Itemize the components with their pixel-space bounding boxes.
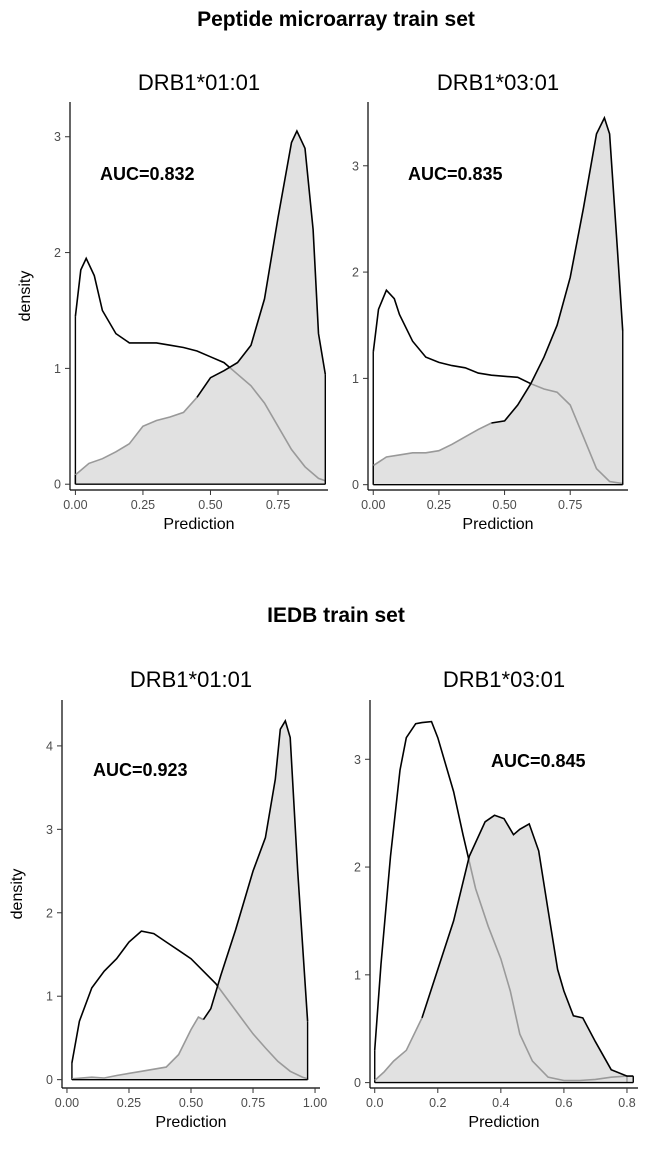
chart-panel: DRB1*01:01 0.00 0.25 0.50 0.75 1.00 0 1 2 3 4 Predi… — [9, 667, 327, 1131]
density-area — [374, 815, 634, 1083]
x-tick-label: 0.25 — [427, 498, 451, 512]
x-tick-label: 0.50 — [198, 498, 222, 512]
density-area — [75, 131, 326, 485]
x-tick-label: 0.2 — [429, 1096, 446, 1110]
y-tick-label: 2 — [352, 266, 359, 280]
y-axis-label: density — [17, 271, 34, 322]
x-tick-label: 0.25 — [117, 1096, 141, 1110]
x-tick-label: 1.00 — [303, 1096, 327, 1110]
y-tick-label: 1 — [352, 372, 359, 386]
x-axis-label: Prediction — [468, 1114, 539, 1131]
density-line-light — [374, 1017, 423, 1082]
density-area — [71, 720, 308, 1080]
panel-title: DRB1*03:01 — [443, 667, 565, 692]
auc-annotation: AUC=0.923 — [93, 760, 188, 780]
density-line-light — [74, 396, 198, 476]
auc-annotation: AUC=0.832 — [100, 164, 195, 184]
y-tick-label: 1 — [354, 968, 361, 982]
y-tick-label: 3 — [46, 823, 53, 837]
y-tick-label: 3 — [354, 753, 361, 767]
chart-panel: DRB1*01:01 0.00 0.25 0.50 0.75 0 1 2 3 Prediction… — [17, 70, 328, 533]
chart-panel: DRB1*03:01 0.00 0.25 0.50 0.75 0 1 2 3 Prediction… — [352, 70, 628, 533]
y-tick-label: 3 — [54, 130, 61, 144]
x-tick-label: 0.50 — [179, 1096, 203, 1110]
section-title-microarray: Peptide microarray train set — [197, 8, 475, 31]
x-tick-label: 0.25 — [131, 498, 155, 512]
section-title-iedb: IEDB train set — [267, 604, 405, 627]
auc-annotation: AUC=0.835 — [408, 164, 503, 184]
density-line — [202, 718, 309, 1022]
y-tick-label: 0 — [54, 478, 61, 492]
y-tick-label: 0 — [46, 1073, 53, 1087]
density-area — [373, 117, 623, 485]
x-axis-label: Prediction — [462, 516, 533, 533]
x-axis-label: Prediction — [155, 1114, 226, 1131]
y-tick-label: 2 — [354, 861, 361, 875]
y-tick-label: 1 — [54, 362, 61, 376]
auc-annotation: AUC=0.845 — [491, 751, 586, 771]
density-line — [196, 129, 327, 398]
x-tick-label: 0.4 — [492, 1096, 509, 1110]
density-line — [491, 115, 624, 424]
chart-panels: DRB1*01:010.00 0.25 0.50 0.750123Prediction… — [9, 70, 638, 1131]
y-tick-label: 0 — [352, 478, 359, 492]
x-tick-label: 0.0 — [366, 1096, 383, 1110]
x-tick-label: 0.75 — [558, 498, 582, 512]
y-axis-label: density — [9, 869, 26, 920]
x-tick-label: 0.8 — [618, 1096, 635, 1110]
x-tick-label: 0.75 — [266, 498, 290, 512]
y-tick-label: 1 — [46, 990, 53, 1004]
x-tick-label: 0.00 — [55, 1096, 79, 1110]
panel-title: DRB1*01:01 — [138, 70, 260, 95]
density-line-light — [71, 1016, 204, 1080]
y-tick-label: 4 — [46, 739, 53, 753]
y-tick-label: 3 — [352, 159, 359, 173]
density-line-light — [372, 422, 492, 467]
panel-title: DRB1*03:01 — [437, 70, 559, 95]
x-tick-label: 0.75 — [241, 1096, 265, 1110]
x-tick-label: 0.6 — [555, 1096, 572, 1110]
y-tick-label: 0 — [354, 1076, 361, 1090]
x-tick-label: 0.50 — [492, 498, 516, 512]
y-tick-label: 2 — [54, 246, 61, 260]
y-tick-label: 2 — [46, 906, 53, 920]
panel-title: DRB1*01:01 — [130, 667, 252, 692]
chart-panel: DRB1*03:01 0.0 0.2 0.4 0.6 0.8 0 1 2 3 Prediction A… — [354, 667, 638, 1131]
x-tick-label: 0.00 — [63, 498, 87, 512]
x-tick-label: 0.00 — [361, 498, 385, 512]
density-line — [421, 814, 634, 1077]
x-axis-label: Prediction — [163, 516, 234, 533]
